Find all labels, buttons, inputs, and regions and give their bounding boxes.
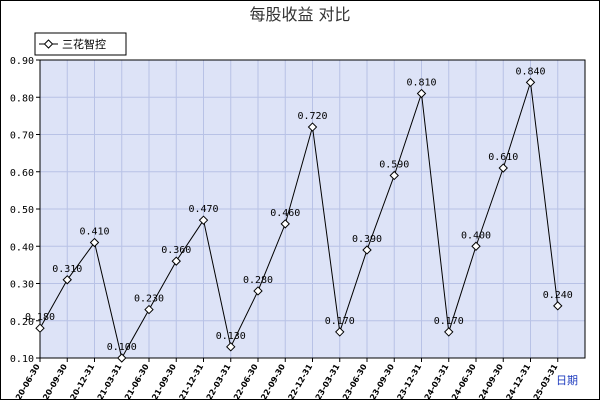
- data-point-marker: [226, 342, 236, 352]
- data-point-marker: [198, 215, 209, 225]
- y-tick-label: 0.20: [10, 317, 34, 328]
- data-label: 0.310: [52, 264, 82, 275]
- data-label: 0.720: [297, 111, 327, 122]
- series-line: [39, 82, 559, 360]
- data-label: 0.130: [216, 331, 246, 342]
- data-label: 0.230: [134, 294, 164, 305]
- legend: 三花智控: [34, 32, 127, 56]
- data-label: 0.610: [488, 152, 518, 163]
- data-label: 0.590: [379, 159, 409, 170]
- data-label: 0.170: [325, 316, 355, 327]
- y-tick-label: 0.10: [10, 354, 34, 365]
- data-point-marker: [117, 353, 127, 363]
- data-point-marker: [253, 286, 263, 296]
- data-point-marker: [498, 163, 508, 173]
- data-label: 0.840: [515, 66, 545, 77]
- data-label: 0.170: [434, 316, 464, 327]
- data-point-marker: [171, 256, 181, 266]
- x-axis-label: 日期: [556, 374, 578, 387]
- data-point-marker: [525, 77, 536, 88]
- data-point-marker: [280, 219, 290, 229]
- data-point-marker: [553, 301, 563, 311]
- legend-label: 三花智控: [62, 37, 106, 51]
- data-point-marker: [416, 88, 427, 99]
- data-label: 0.100: [107, 342, 137, 353]
- data-label: 0.460: [270, 208, 300, 219]
- data-point-marker: [35, 323, 45, 333]
- data-label: 0.400: [461, 230, 491, 241]
- y-axis: 0.90 0.80 0.70 0.60 0.50 0.40 0.30 0.20 0.10: [10, 56, 40, 365]
- data-point-marker: [335, 327, 345, 337]
- data-point-marker: [89, 237, 100, 248]
- data-label: 0.410: [79, 227, 109, 238]
- y-tick-label: 0.90: [10, 56, 34, 67]
- grid-lines: [39, 59, 586, 359]
- y-tick-label: 0.50: [10, 205, 34, 216]
- series-layer: 0.180 0.310 0.410 0.100 0.230 0.360 0.470 0.130…: [25, 66, 573, 363]
- y-tick-label: 0.70: [10, 131, 34, 142]
- data-point-marker: [471, 241, 481, 251]
- y-tick-label: 0.80: [10, 93, 34, 104]
- data-label: 0.240: [543, 290, 573, 301]
- data-point-marker: [362, 245, 372, 255]
- data-point-marker: [307, 122, 318, 132]
- y-tick-label: 0.60: [10, 168, 34, 179]
- y-tick-label: 0.40: [10, 242, 34, 253]
- data-point-marker: [389, 170, 399, 181]
- data-point-marker: [144, 304, 154, 315]
- legend-box: [34, 32, 127, 56]
- legend-marker: [43, 39, 54, 49]
- chart-title: 每股收益 对比: [249, 5, 350, 24]
- data-label: 0.810: [406, 78, 436, 89]
- data-point-marker: [62, 275, 72, 285]
- data-label: 0.360: [161, 245, 191, 256]
- y-tick-label: 0.30: [10, 280, 34, 291]
- data-label: 0.390: [352, 234, 382, 245]
- data-label: 0.280: [243, 275, 273, 286]
- data-point-marker: [444, 327, 454, 337]
- data-label: 0.180: [25, 312, 55, 323]
- data-label: 0.470: [188, 204, 218, 215]
